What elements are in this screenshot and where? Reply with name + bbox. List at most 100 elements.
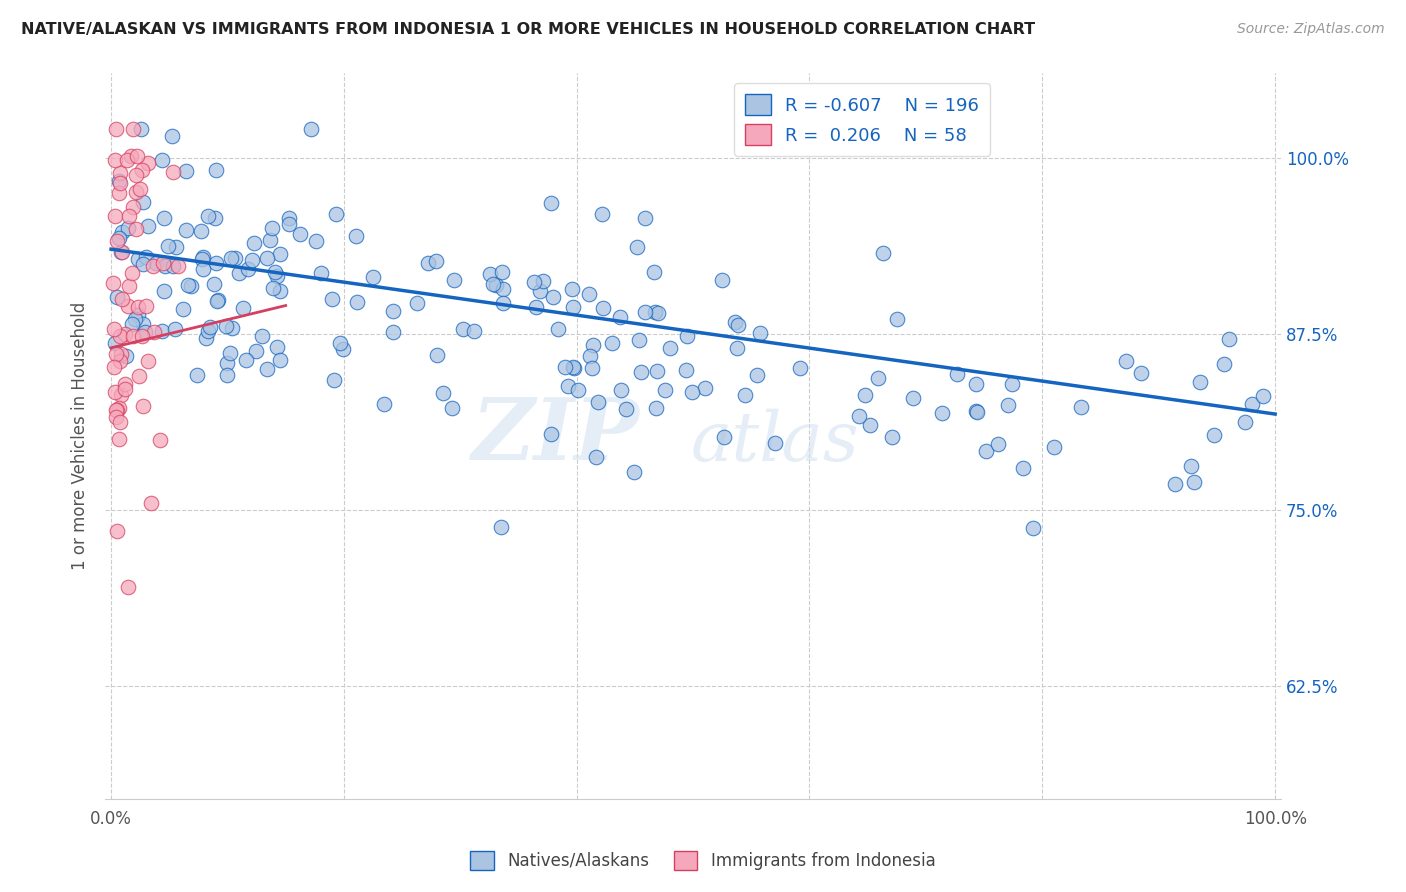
Point [1164,476,1187,491]
Point [259,233,281,247]
Point [122,328,145,343]
Point [228,266,250,280]
Point [266,268,288,283]
Point [118,209,141,223]
Point [242,235,264,250]
Point [614,402,637,417]
Point [124,312,146,326]
Point [120,149,142,163]
Point [215,356,238,370]
Point [136,156,159,170]
Point [269,284,291,298]
Y-axis label: 1 or more Vehicles in Household: 1 or more Vehicles in Household [72,301,89,570]
Point [128,181,150,195]
Point [207,293,229,307]
Point [1253,389,1275,403]
Point [111,245,134,260]
Point [591,207,613,221]
Point [118,279,141,293]
Point [266,340,288,354]
Point [149,433,172,447]
Point [443,273,465,287]
Point [205,294,228,309]
Point [221,321,243,335]
Point [416,256,439,270]
Text: ZIP: ZIP [472,394,640,477]
Point [540,427,562,442]
Point [974,443,997,458]
Point [107,186,129,200]
Point [134,325,156,339]
Point [125,185,148,199]
Point [160,128,183,143]
Point [252,328,274,343]
Point [191,252,214,266]
Point [117,220,139,235]
Point [150,325,173,339]
Point [278,211,301,225]
Point [104,153,127,167]
Point [567,383,589,397]
Point [269,247,291,261]
Point [269,353,291,368]
Point [204,211,226,225]
Point [325,207,347,221]
Point [163,322,186,336]
Point [152,256,174,270]
Point [105,122,128,136]
Point [288,227,311,241]
Point [197,324,219,338]
Point [987,436,1010,450]
Point [541,289,564,303]
Point [647,306,669,320]
Point [965,404,987,418]
Point [198,320,221,334]
Point [647,364,669,378]
Point [322,373,344,387]
Point [264,264,287,278]
Point [644,305,666,319]
Point [562,361,585,376]
Point [997,398,1019,412]
Point [128,369,150,384]
Point [540,196,562,211]
Point [554,359,576,374]
Point [219,346,242,360]
Text: Source: ZipAtlas.com: Source: ZipAtlas.com [1237,22,1385,37]
Point [162,259,184,273]
Point [659,341,682,355]
Point [132,399,155,413]
Point [965,376,987,391]
Point [581,361,603,376]
Point [104,384,127,399]
Point [105,290,128,304]
Point [127,300,149,314]
Point [127,252,149,266]
Point [117,299,139,313]
Point [361,269,384,284]
Point [108,416,131,430]
Text: atlas: atlas [692,409,859,475]
Text: NATIVE/ALASKAN VS IMMIGRANTS FROM INDONESIA 1 OR MORE VEHICLES IN HOUSEHOLD CORR: NATIVE/ALASKAN VS IMMIGRANTS FROM INDONE… [21,22,1035,37]
Point [627,333,650,347]
Point [432,385,454,400]
Point [645,401,668,415]
Point [125,148,148,162]
Point [1182,475,1205,489]
Point [180,278,202,293]
Point [529,284,551,298]
Point [215,319,238,334]
Point [309,266,332,280]
Point [108,354,131,368]
Point [966,405,988,419]
Point [110,346,132,360]
Point [676,329,699,343]
Point [176,222,198,236]
Point [586,395,609,409]
Point [654,384,676,398]
Point [440,401,463,416]
Point [136,219,159,233]
Point [531,274,554,288]
Point [710,273,733,287]
Point [1180,458,1202,473]
